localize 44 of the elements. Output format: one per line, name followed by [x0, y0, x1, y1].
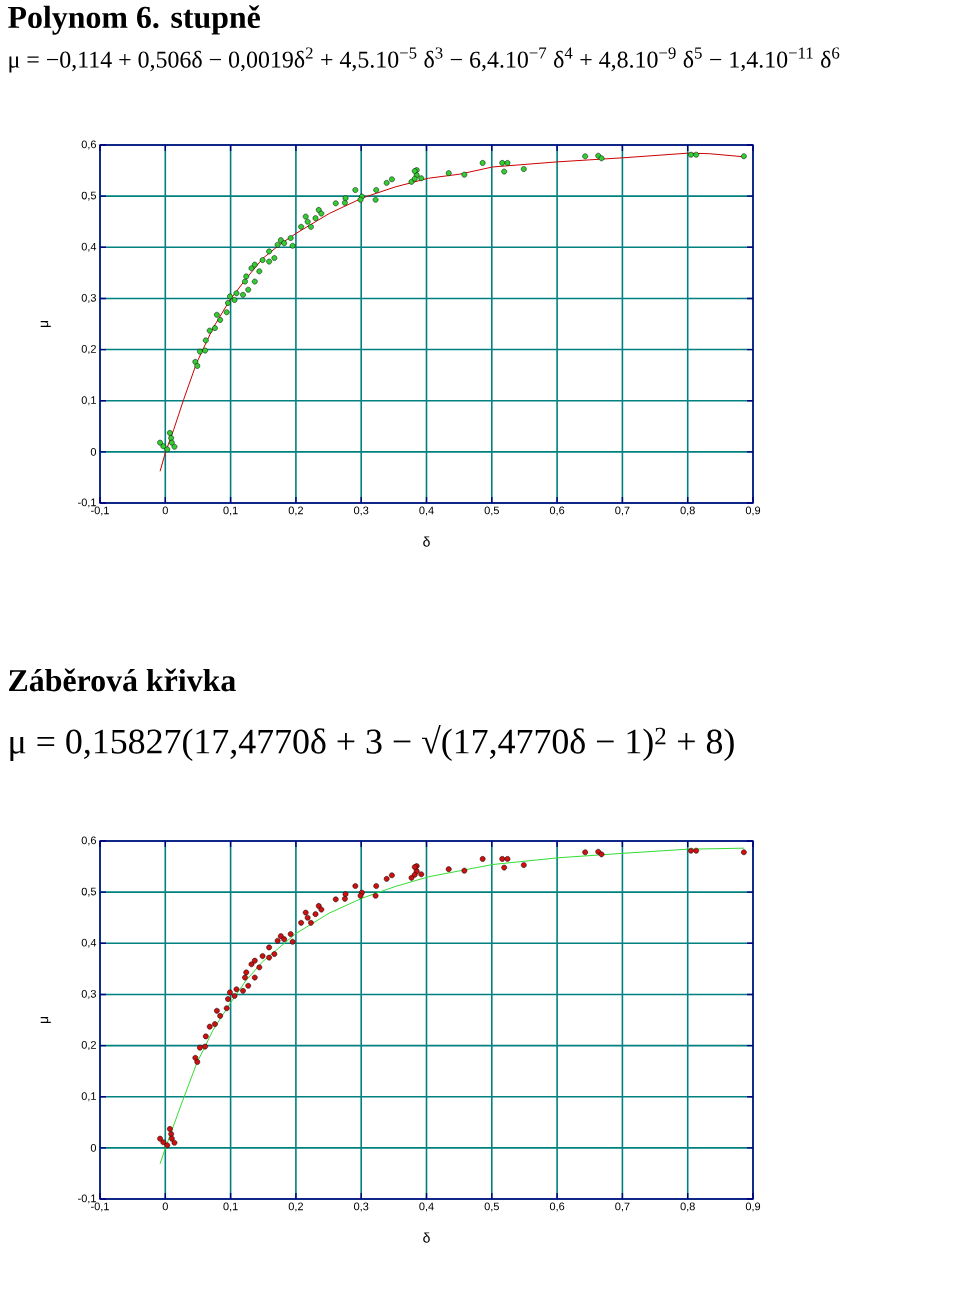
x-tick-label: 0,2 [288, 506, 303, 516]
x-axis-title: δ [423, 1232, 430, 1243]
y-tick-label: 0,4 [81, 938, 97, 948]
y-tick-label: 0,1 [81, 1092, 96, 1102]
x-axis-title: δ [423, 536, 430, 547]
chart-title: Polynom 6. stupně [8, 5, 260, 35]
chart-title: Záběrová křivka [9, 668, 236, 692]
x-tick-label: 0,2 [288, 1202, 303, 1212]
y-tick-label: 0,6 [81, 140, 96, 150]
y-tick-label: 0 [90, 447, 97, 456]
y-axis-title: μ [40, 1017, 51, 1024]
y-tick-label: 0,5 [81, 887, 97, 897]
x-tick-label: 0 [162, 506, 168, 515]
x-tick-label: 0,6 [549, 1202, 565, 1212]
text: μ = −0,114 + 0,506δ − 0,0019δ$^{2}$ + 4,5.10$^{−5}$ δ$^{3}$ − 6,4.10$^{−7}$ δ$^{4}$ + 4,8.10$^{−9}$ δ$^{5}$ − 1,4.10$^{−11}$ δ$^{6}$ [9, 47, 840, 73]
y-tick-label: 0 [90, 1144, 97, 1152]
x-tick-label: 0,1 [223, 1202, 238, 1212]
x-tick-label: 0,9 [745, 506, 761, 516]
x-tick-label: 0,3 [354, 1202, 369, 1212]
x-tick-label: 0,8 [680, 506, 695, 516]
y-tick-label: 0,1 [81, 396, 96, 406]
y-tick-label: 0,6 [81, 836, 96, 846]
x-tick-label: 0,5 [484, 506, 499, 516]
x-tick-label: 0,4 [419, 506, 434, 516]
y-tick-label: 0,3 [81, 989, 96, 999]
x-tick-label: 0,1 [223, 506, 238, 516]
x-tick-label: 0,7 [615, 506, 630, 516]
y-tick-label: 0,3 [81, 293, 96, 303]
x-tick-label: 0,3 [354, 506, 369, 516]
x-tick-label: 0,8 [680, 1202, 695, 1212]
y-tick-label: 0,2 [81, 1041, 96, 1051]
x-tick-label: 0,4 [419, 1202, 434, 1212]
x-tick-label: 0,9 [745, 1202, 761, 1212]
x-tick-label: 0,7 [615, 1202, 630, 1212]
y-tick-label: 0,4 [81, 242, 97, 252]
y-axis-title: μ [40, 321, 51, 328]
y-tick-label: -0,1 [78, 498, 96, 508]
x-tick-label: 0,6 [549, 506, 565, 516]
y-tick-label: 0,2 [81, 345, 96, 355]
y-tick-label: -0,1 [78, 1194, 96, 1204]
x-tick-label: 0,5 [484, 1202, 499, 1212]
x-tick-label: 0 [162, 1202, 168, 1211]
y-tick-label: 0,5 [81, 191, 97, 201]
chart-subtitle: μ = 0,15827(17,4770δ + 3 − √(17,4770δ − 1)$^{2}$ + 8) [10, 725, 734, 762]
